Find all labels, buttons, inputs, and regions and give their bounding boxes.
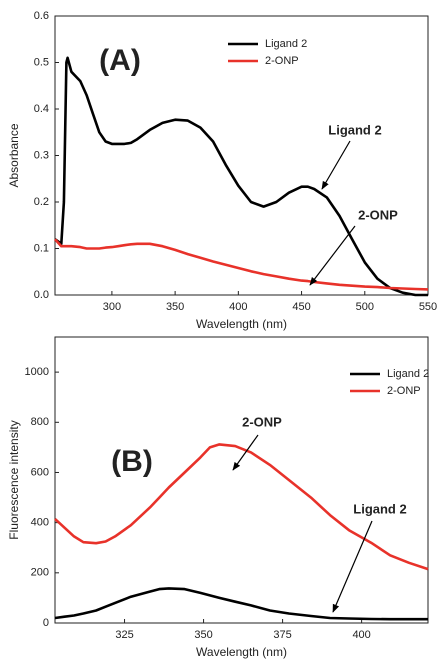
x-tick-label: 325 <box>115 629 133 641</box>
panel: 0 200 400 600 800 1000 325 350 375 400 Wavelength … <box>7 336 429 659</box>
annotation-arrow <box>332 520 373 613</box>
x-tick-label: 350 <box>194 629 212 641</box>
annotation: 2-ONP <box>358 207 398 222</box>
y-tick-label: 0.6 <box>34 10 49 22</box>
y-tick-label: 200 <box>31 567 49 579</box>
series-line <box>54 56 428 297</box>
legend-label: 2-ONP <box>387 385 421 397</box>
y-axis-title: Fluorescence intensity <box>7 420 21 539</box>
panel: 0.0 0.1 0.2 0.3 0.4 0.5 0.6 300 350 400 450 500 550 W… <box>7 10 437 331</box>
annotation: Ligand 2 <box>328 122 381 137</box>
legend-label: 2-ONP <box>265 55 299 67</box>
series-line <box>54 443 429 571</box>
annotation-arrow <box>321 140 351 190</box>
annotation: 2-ONP <box>242 414 282 429</box>
y-axis-title: Absorbance <box>7 123 21 187</box>
y-tick-label: 800 <box>31 416 49 428</box>
annotation-arrow <box>232 434 259 471</box>
x-tick-label: 400 <box>229 301 247 313</box>
y-tick-label: 0.0 <box>34 289 49 301</box>
y-tick-label: 1000 <box>25 366 49 378</box>
x-tick-label: 450 <box>292 301 310 313</box>
series-line <box>54 587 428 621</box>
panel-label: (A) <box>99 44 141 77</box>
y-tick-label: 0 <box>43 617 49 629</box>
y-tick-label: 0.3 <box>34 149 49 161</box>
x-axis-title: Wavelength (nm) <box>196 317 287 331</box>
legend-label: Ligand 2 <box>265 38 307 50</box>
x-tick-label: 350 <box>166 301 184 313</box>
annotation-arrow <box>309 225 356 286</box>
y-tick-label: 0.2 <box>34 196 49 208</box>
x-tick-label: 300 <box>103 301 121 313</box>
panel-label: (B) <box>111 445 153 478</box>
y-tick-label: 0.1 <box>34 242 49 254</box>
series-line <box>54 238 429 291</box>
x-axis-title: Wavelength (nm) <box>196 645 287 659</box>
x-tick-label: 550 <box>419 301 437 313</box>
x-tick-label: 400 <box>352 629 370 641</box>
annotation: Ligand 2 <box>353 501 406 516</box>
y-tick-label: 0.5 <box>34 56 49 68</box>
legend-label: Ligand 2 <box>387 368 429 380</box>
plot-frame <box>54 336 429 624</box>
x-tick-label: 500 <box>356 301 374 313</box>
y-tick-label: 0.4 <box>34 103 49 115</box>
y-tick-label: 400 <box>31 517 49 529</box>
y-tick-label: 600 <box>31 466 49 478</box>
x-tick-label: 375 <box>273 629 291 641</box>
